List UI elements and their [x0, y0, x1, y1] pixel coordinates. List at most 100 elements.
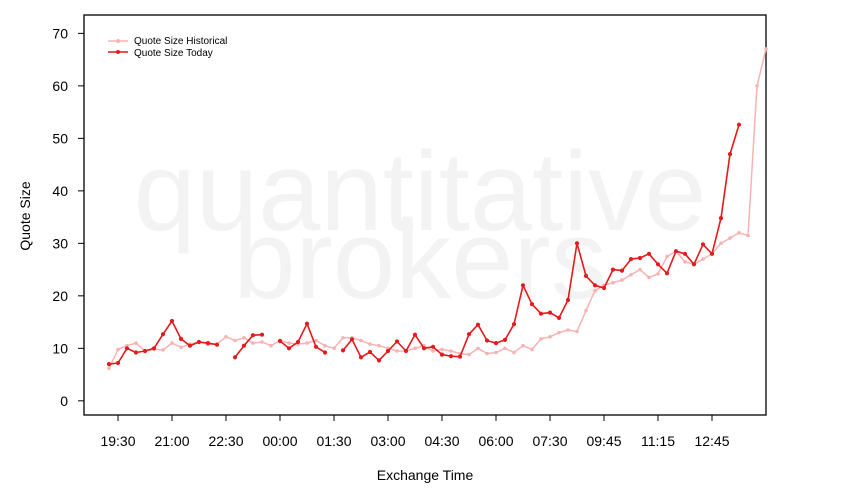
data-point	[124, 346, 130, 351]
data-point	[106, 362, 112, 367]
data-point	[584, 308, 588, 313]
data-point	[160, 332, 166, 337]
y-tick-label: 60	[52, 78, 68, 94]
data-point	[394, 339, 400, 344]
data-point	[484, 338, 490, 343]
data-point	[169, 318, 175, 324]
legend-marker-today	[116, 50, 120, 54]
data-point	[403, 348, 409, 354]
watermark: quantitative brokers	[134, 129, 707, 322]
data-point	[413, 346, 417, 351]
series-line-segment	[234, 333, 263, 358]
data-point	[485, 351, 489, 356]
data-point	[646, 251, 652, 256]
data-point	[475, 322, 481, 327]
data-point	[313, 344, 319, 349]
series-line-segment	[279, 322, 326, 354]
data-point	[512, 350, 516, 355]
legend-label-historical: Quote Size Historical	[134, 36, 227, 47]
data-point	[611, 280, 615, 285]
data-point	[673, 249, 679, 254]
data-point	[107, 366, 111, 371]
y-axis: 0 10 20 30 40 50 60 70	[52, 25, 84, 409]
y-tick-label: 70	[52, 25, 68, 41]
data-point	[304, 321, 310, 326]
data-point	[232, 355, 238, 360]
data-point	[511, 322, 517, 327]
y-tick-label: 30	[52, 235, 68, 251]
data-point	[746, 233, 750, 238]
data-point	[116, 347, 120, 352]
data-point	[719, 241, 723, 246]
plot-frame	[83, 14, 767, 416]
x-tick-label: 09:45	[586, 433, 621, 449]
data-point	[647, 275, 651, 280]
data-point	[565, 297, 571, 303]
y-tick-label: 20	[52, 288, 68, 304]
data-point	[250, 333, 256, 338]
data-point	[412, 332, 418, 337]
data-point	[251, 341, 255, 345]
data-point	[619, 268, 625, 273]
data-point	[701, 257, 705, 261]
data-point	[467, 352, 471, 357]
data-point	[682, 251, 688, 256]
data-point	[521, 343, 525, 348]
data-point	[691, 262, 697, 267]
data-point	[440, 347, 444, 352]
data-point	[566, 328, 570, 332]
x-tick-label: 21:00	[154, 433, 189, 449]
data-point	[503, 346, 507, 351]
data-point	[530, 347, 534, 352]
data-point	[115, 360, 121, 366]
data-point	[395, 349, 399, 353]
data-point	[242, 336, 246, 340]
data-point	[683, 259, 687, 264]
data-point	[538, 311, 544, 316]
data-point	[224, 335, 228, 339]
data-point	[431, 349, 435, 353]
data-point	[170, 341, 174, 345]
x-tick-label: 11:15	[641, 433, 675, 449]
data-point	[376, 358, 382, 363]
data-point	[377, 343, 381, 348]
data-point	[737, 231, 741, 235]
x-axis: 19:30 21:00 22:30 00:00 01:30 03:00 04:30 06:00…	[100, 415, 730, 449]
x-tick-label: 04:30	[424, 433, 459, 449]
data-point	[367, 349, 373, 355]
series-layer	[106, 47, 768, 371]
data-point	[629, 273, 633, 277]
data-point	[349, 337, 355, 342]
data-point	[638, 267, 642, 272]
data-point	[700, 242, 706, 247]
data-point	[178, 336, 184, 341]
data-point	[448, 354, 454, 359]
data-point	[142, 348, 148, 354]
data-point	[557, 330, 561, 335]
y-tick-label: 50	[52, 130, 68, 146]
data-point	[179, 345, 183, 350]
y-tick-label: 40	[52, 183, 68, 199]
data-point	[205, 341, 211, 346]
data-point	[214, 342, 220, 347]
data-point	[620, 278, 624, 282]
data-point	[340, 348, 346, 353]
data-point	[637, 255, 643, 261]
data-point	[151, 346, 157, 351]
data-point	[286, 346, 292, 351]
data-point	[269, 343, 273, 348]
data-point	[593, 288, 597, 293]
data-point	[187, 343, 193, 348]
data-point	[385, 348, 391, 354]
x-tick-label: 01:30	[316, 433, 351, 449]
data-point	[556, 315, 562, 320]
data-point	[610, 267, 616, 272]
data-point	[233, 338, 237, 343]
data-point	[322, 350, 328, 355]
data-point	[583, 273, 589, 278]
data-point	[520, 283, 526, 288]
data-point	[575, 329, 579, 334]
y-tick-label: 0	[60, 393, 68, 409]
data-point	[196, 339, 202, 345]
